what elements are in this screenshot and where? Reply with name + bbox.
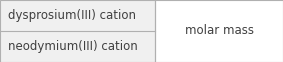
Text: molar mass: molar mass xyxy=(185,24,254,38)
Text: neodymium(III) cation: neodymium(III) cation xyxy=(8,40,138,53)
Bar xyxy=(0,31,155,62)
Bar xyxy=(155,0,283,62)
Text: dysprosium(III) cation: dysprosium(III) cation xyxy=(8,9,136,22)
Bar xyxy=(0,0,155,31)
Bar xyxy=(155,0,283,62)
Bar xyxy=(0,0,155,62)
